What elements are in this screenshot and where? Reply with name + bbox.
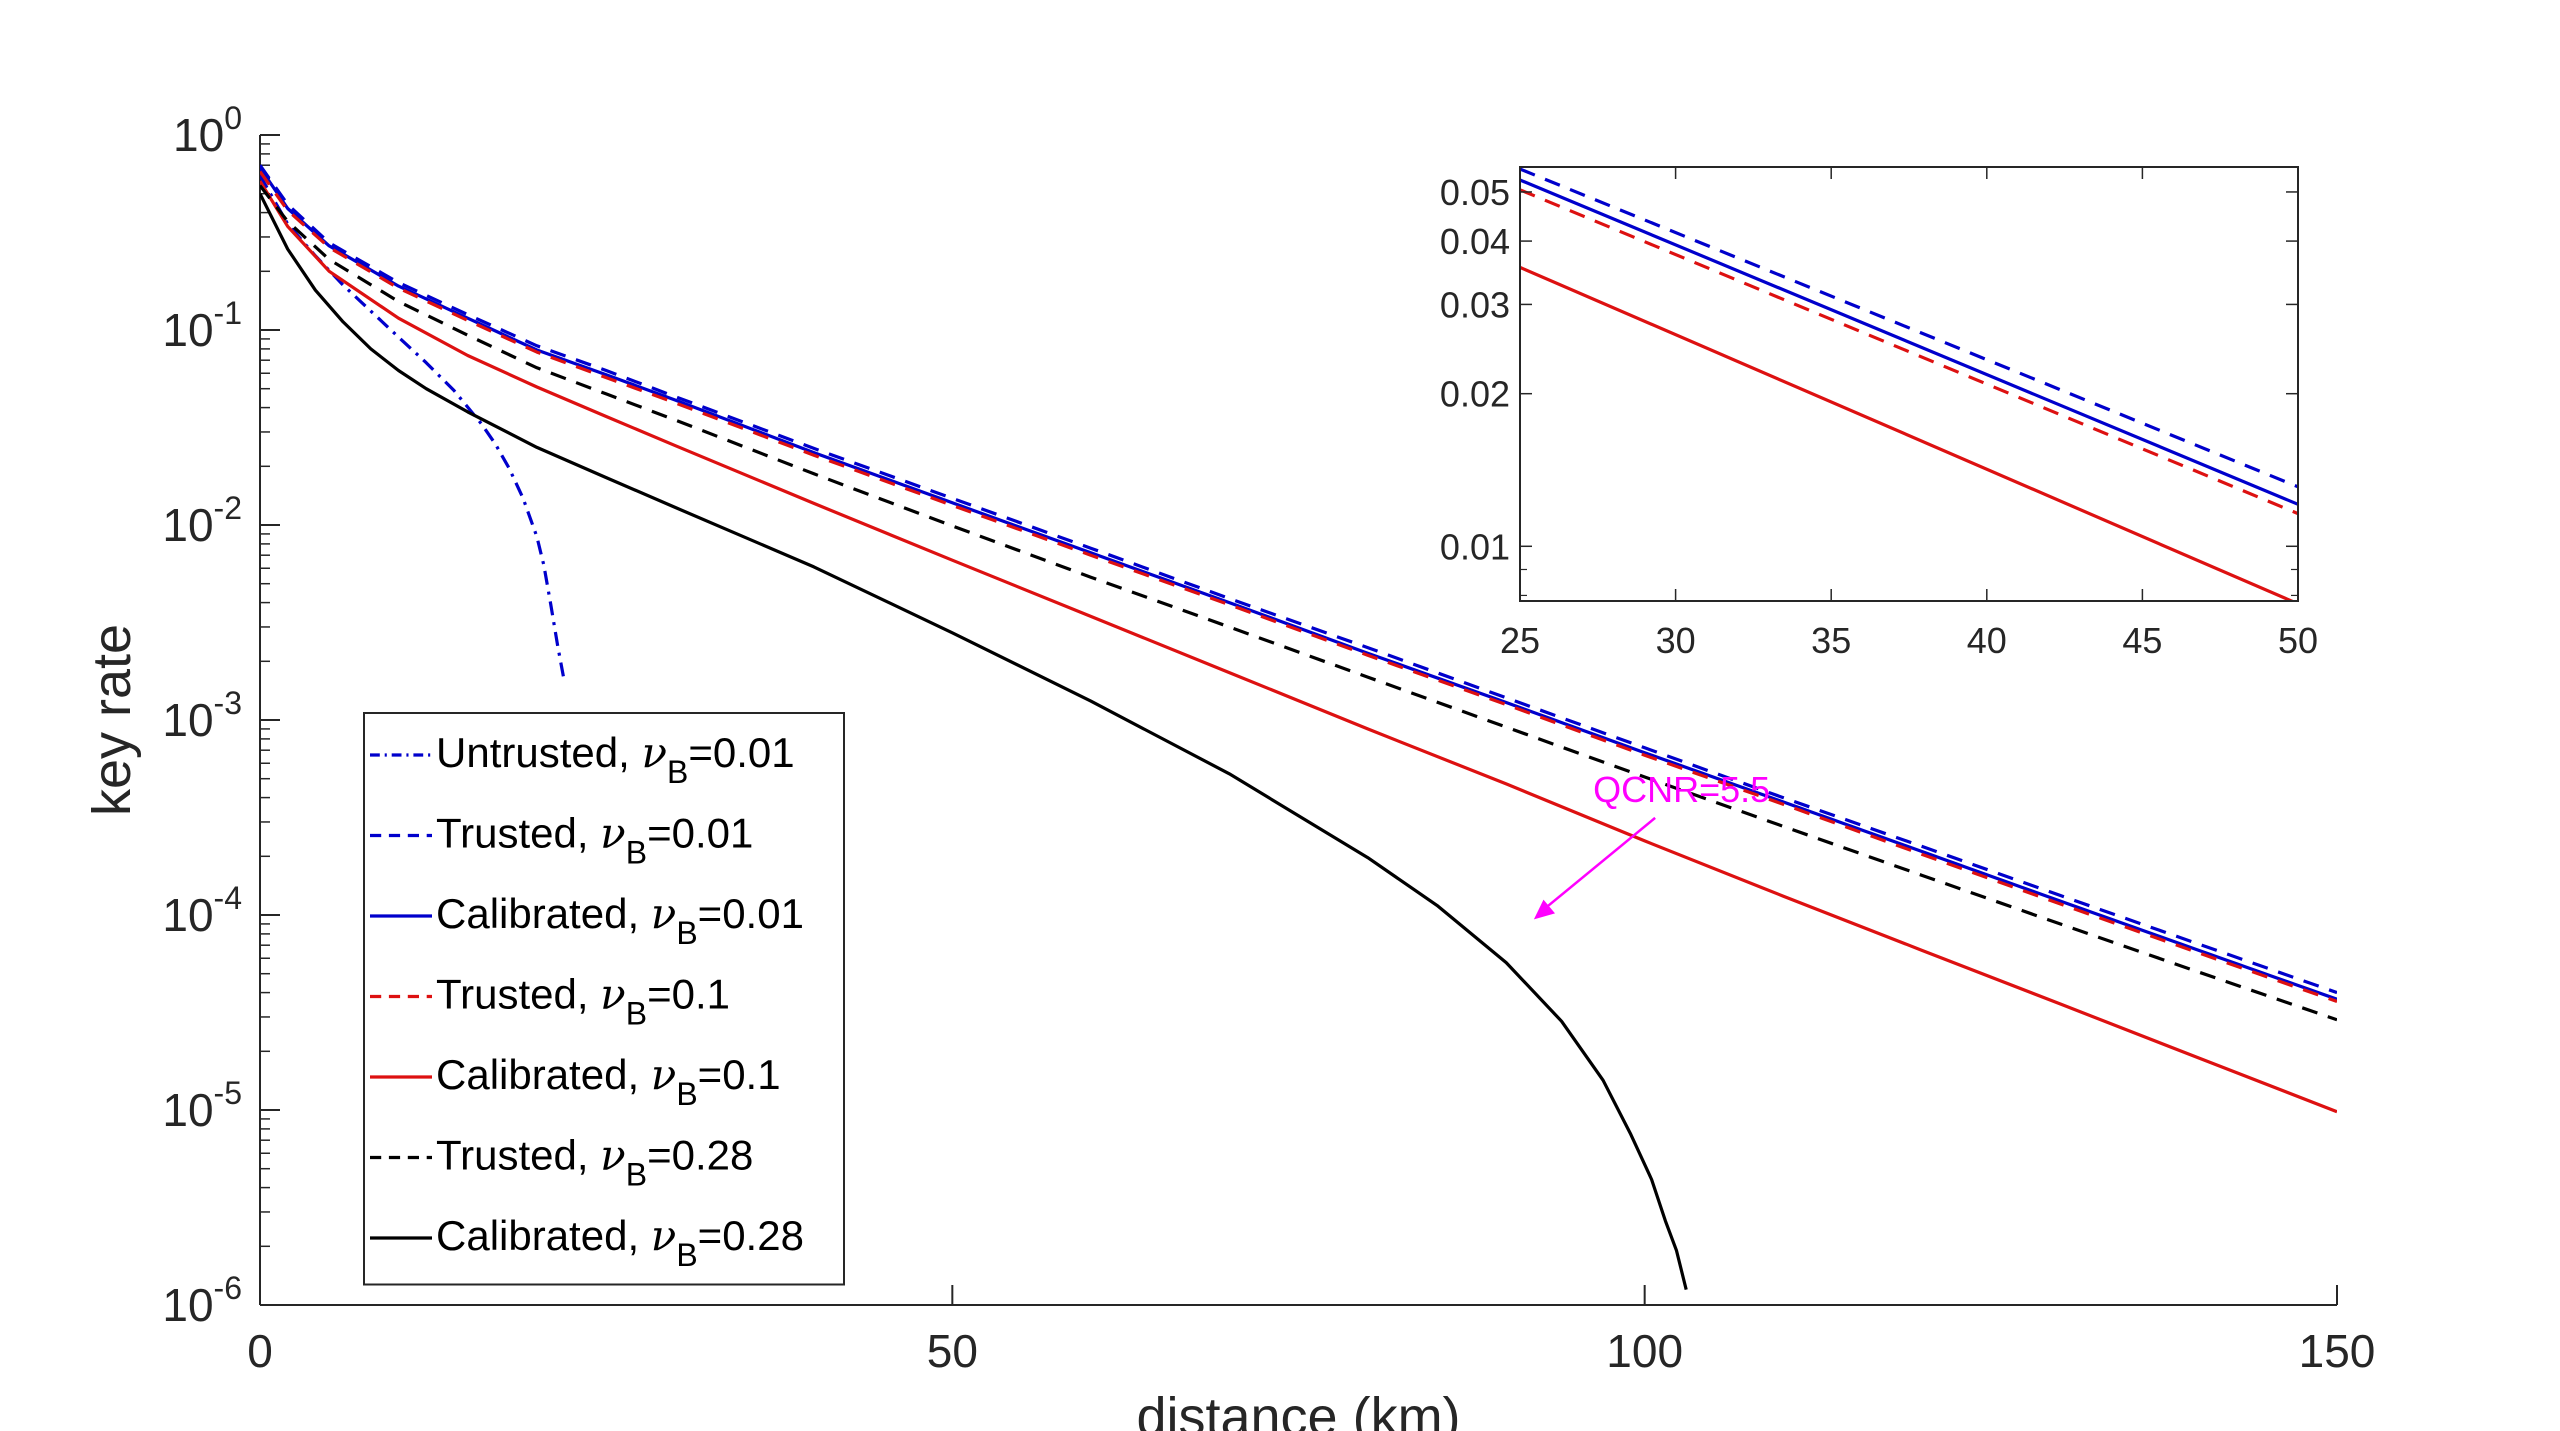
y-tick-label: 10-3: [162, 685, 242, 746]
legend-entry: Trusted, νB=0.1: [436, 970, 730, 1032]
inset-line-trusted-b-0-01: [1520, 167, 2298, 489]
legend-box: [363, 712, 845, 1286]
y-tick-label: 10-5: [162, 1075, 242, 1136]
series-line-trusted-b-0-01: [260, 164, 2337, 995]
inset-area: [1520, 167, 2298, 601]
annotation-arrowhead: [1533, 899, 1555, 920]
inset-line-trusted-b-0-1: [1520, 188, 2298, 516]
annotation-label: QCNR=5.5: [1593, 769, 1770, 810]
series-line-calibrated-b-0-1: [260, 180, 2337, 1114]
series-line-calibrated-b-0-01: [260, 166, 2337, 1001]
inset-x-tick-label: 25: [1500, 620, 1540, 661]
legend-entry: Calibrated, νB=0.01: [436, 889, 804, 951]
legend-entry: Calibrated, νB=0.1: [436, 1050, 781, 1112]
x-tick-label: 50: [927, 1325, 978, 1377]
series-line-trusted-b-0-1: [260, 170, 2337, 1004]
inset-x-tick-label: 50: [2278, 620, 2318, 661]
inset-x-tick-label: 45: [2122, 620, 2162, 661]
inset-x-tick-label: 35: [1811, 620, 1851, 661]
x-tick-label: 150: [2299, 1325, 2376, 1377]
x-tick-label: 100: [1606, 1325, 1683, 1377]
series-line-calibrated-b-0-28: [260, 192, 1688, 1290]
inset-y-tick-label: 0.02: [1440, 374, 1510, 415]
inset-frame: [1519, 166, 2299, 602]
inset-line-calibrated-b-0-1: [1520, 265, 2296, 601]
y-tick-label: 100: [173, 100, 242, 161]
annotation-arrow: [1543, 816, 1656, 911]
inset-y-tick-label: 0.04: [1440, 221, 1510, 262]
x-axis-label: distance (km): [1136, 1387, 1460, 1431]
inset-x-tick-label: 30: [1656, 620, 1696, 661]
y-tick-label: 10-1: [162, 295, 242, 356]
y-axis-label: key rate: [82, 624, 142, 816]
inset-y-tick-label: 0.03: [1440, 284, 1510, 325]
y-tick-label: 10-2: [162, 490, 242, 551]
legend-entry: Calibrated, νB=0.28: [436, 1211, 804, 1273]
y-tick-label: 10-6: [162, 1270, 242, 1331]
inset-x-tick-label: 40: [1967, 620, 2007, 661]
series-lines: [260, 164, 2337, 1290]
x-tick-label: 0: [247, 1325, 273, 1377]
y-tick-label: 10-4: [162, 880, 242, 941]
legend-entry: Trusted, νB=0.28: [436, 1131, 753, 1193]
legend-entry: Trusted, νB=0.01: [436, 809, 753, 871]
inset-y-tick-label: 0.01: [1440, 526, 1510, 567]
legend-entry: Untrusted, νB=0.01: [436, 728, 795, 790]
inset-plot: 25 30 35 40 45 50 0.01 0.02 0.03 0.04 0.05: [1440, 166, 2318, 661]
annotation: QCNR=5.5: [1533, 769, 1770, 920]
series-line-trusted-b-0-28: [260, 184, 2337, 1022]
inset-line-calibrated-b-0-01: [1520, 178, 2298, 506]
legend: Untrusted, νB=0.01 Trusted, νB=0.01 Calibr…: [363, 712, 845, 1286]
inset-y-tick-label: 0.05: [1440, 172, 1510, 213]
inset-series-lines: [1520, 167, 2298, 601]
